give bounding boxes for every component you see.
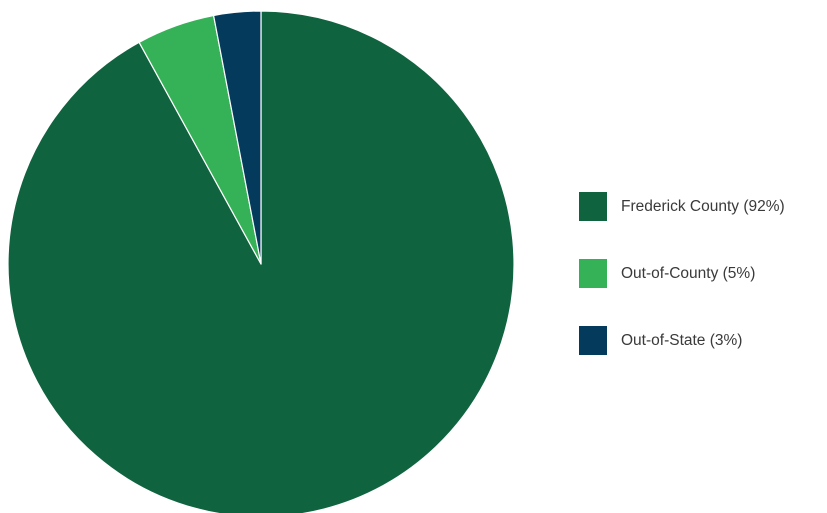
legend-label-out-of-county: Out-of-County (5%) xyxy=(621,265,756,282)
legend-label-out-of-state: Out-of-State (3%) xyxy=(621,332,743,349)
legend-swatch-out-of-state xyxy=(579,326,607,355)
legend-item-out-of-county: Out-of-County (5%) xyxy=(579,259,827,292)
legend-swatch-frederick-county xyxy=(579,192,607,221)
pie-slice-out-of-state xyxy=(212,10,262,265)
legend-item-out-of-state: Out-of-State (3%) xyxy=(579,326,827,359)
legend-item-frederick-county: Frederick County (92%) xyxy=(579,192,827,225)
pie-slices xyxy=(7,10,515,513)
legend-label-frederick-county: Frederick County (92%) xyxy=(621,198,785,215)
legend-swatch-out-of-county xyxy=(579,259,607,288)
chart-legend: Frederick County (92%) Out-of-County (5%… xyxy=(579,192,827,359)
